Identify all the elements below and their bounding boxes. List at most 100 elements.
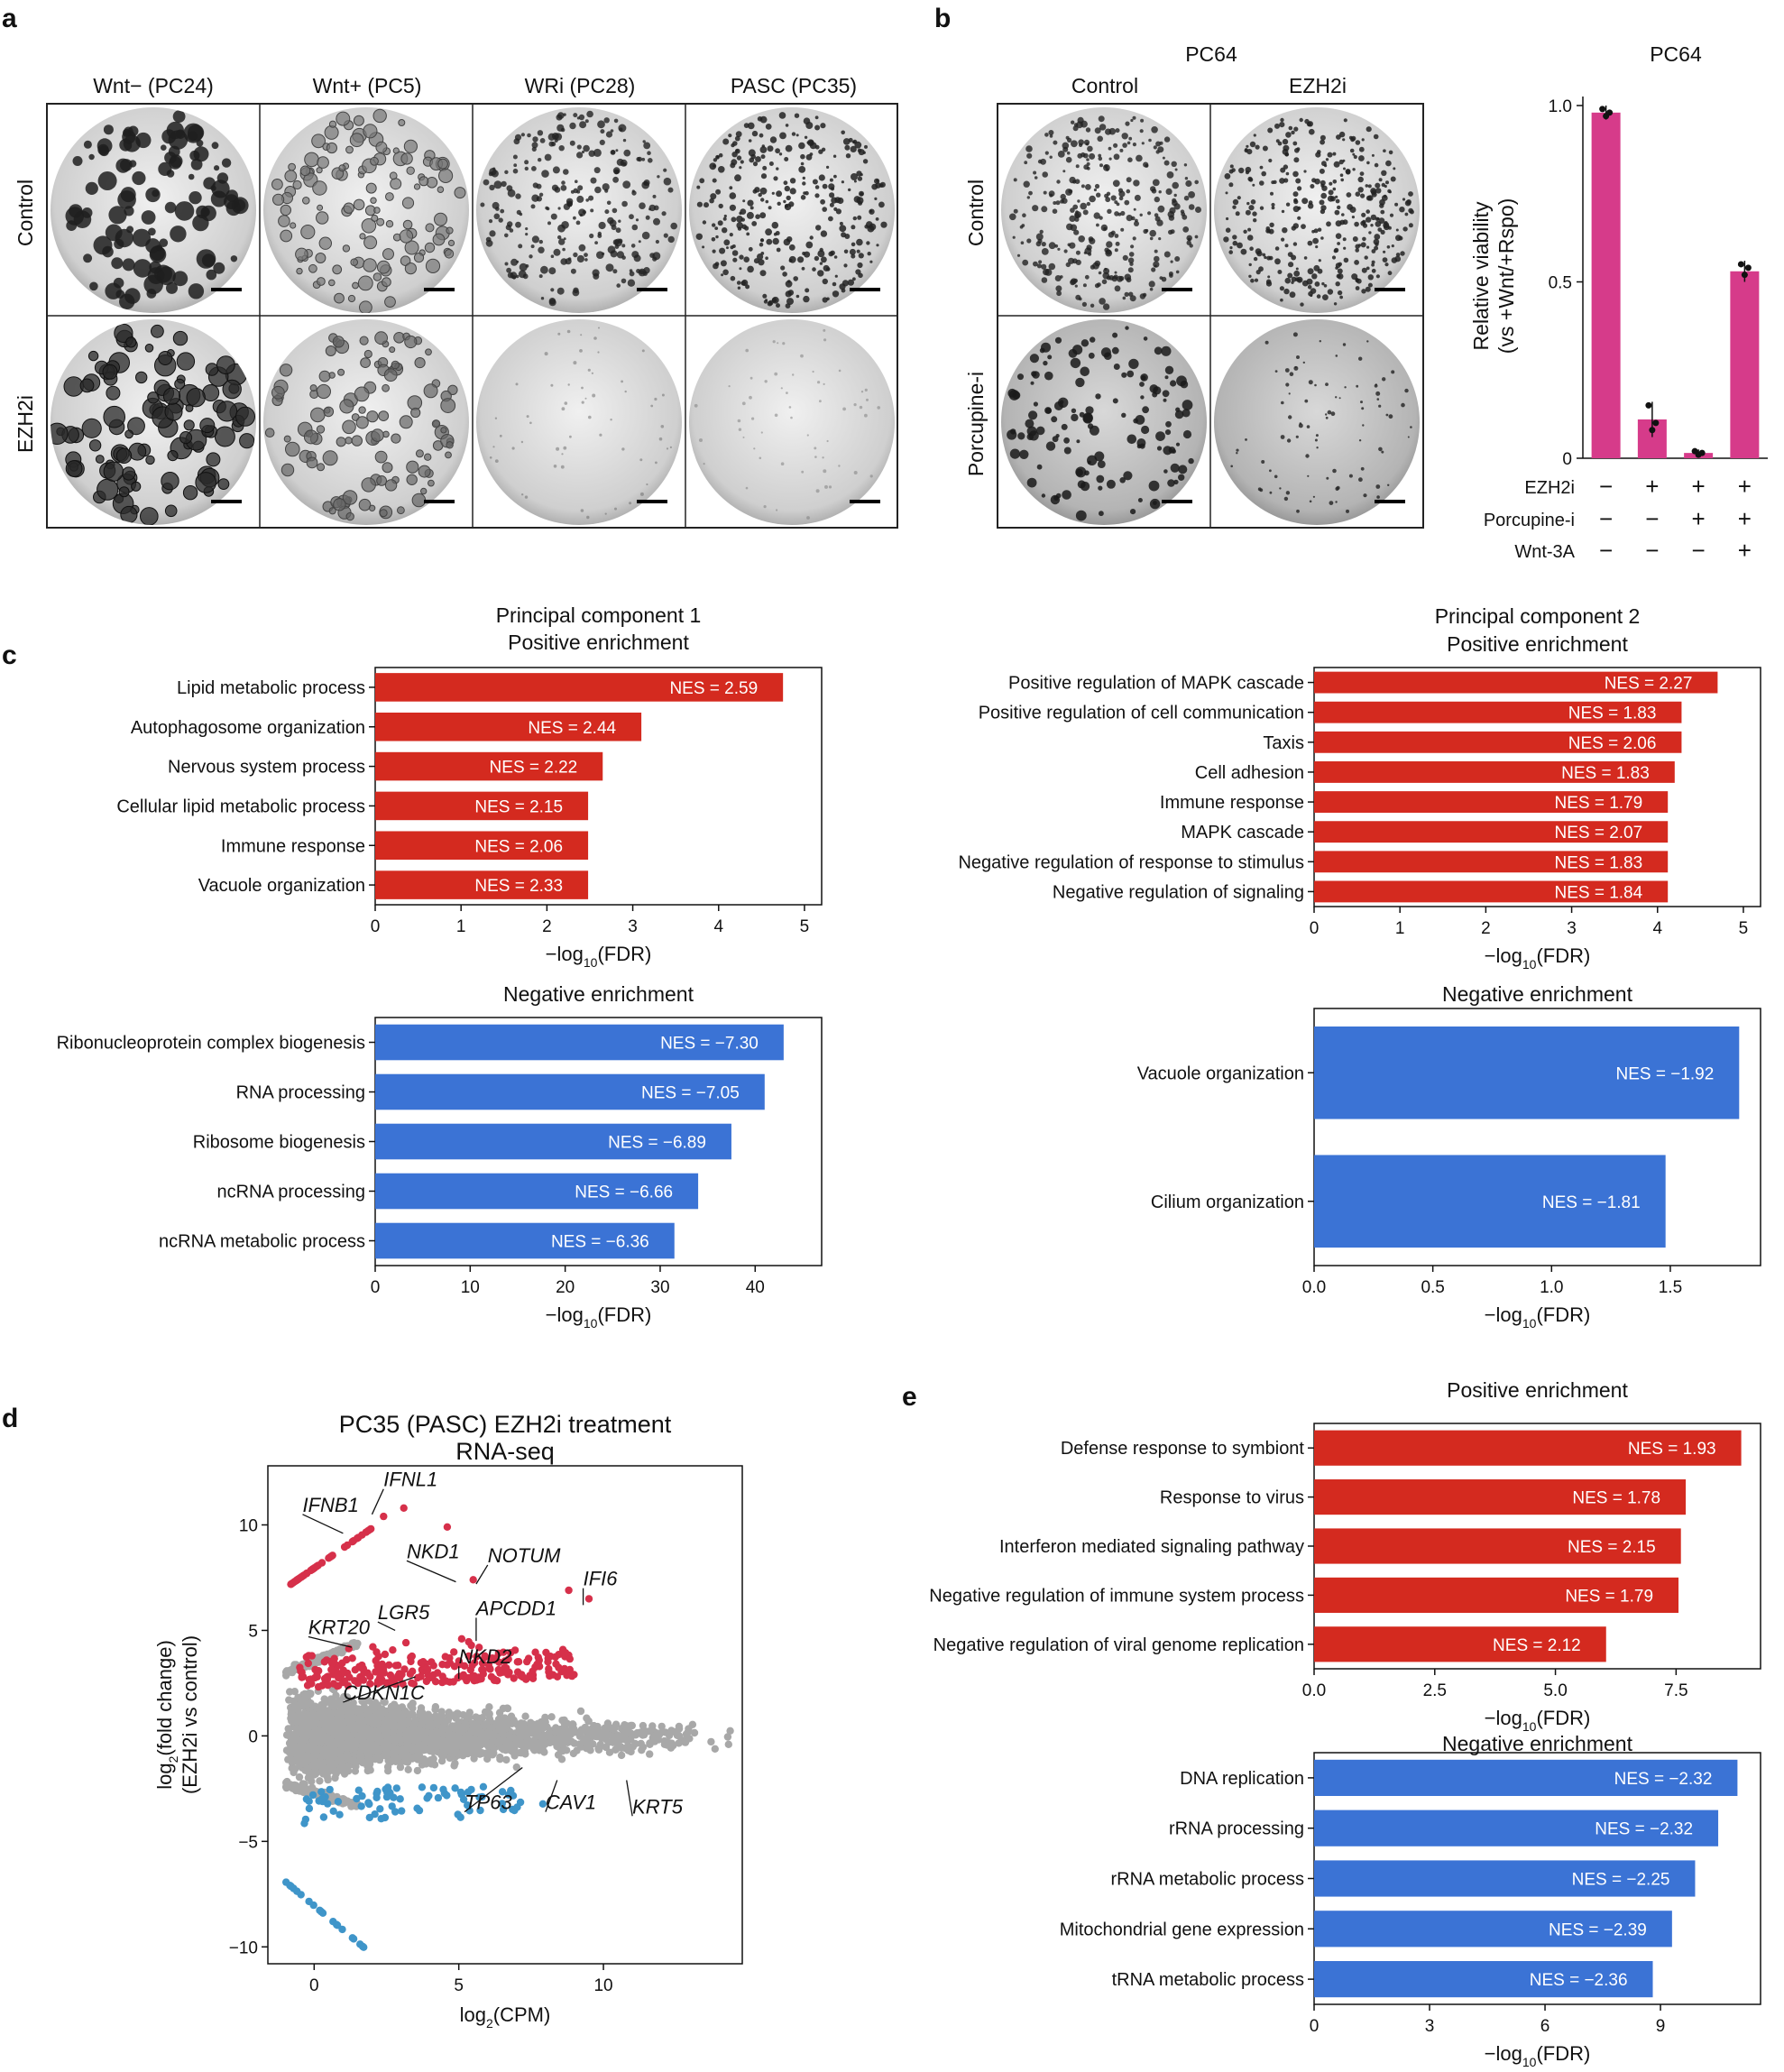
ma-point xyxy=(336,1811,343,1819)
viability-ytick-label: 0 xyxy=(1562,450,1572,469)
chart-xtick-label: 10 xyxy=(461,1278,480,1297)
ma-point xyxy=(310,1902,317,1909)
ma-point xyxy=(320,1813,327,1820)
ma-point xyxy=(384,1783,391,1791)
condition-symbol: + xyxy=(1692,473,1706,500)
ma-point xyxy=(326,1699,333,1706)
ma-point xyxy=(358,1532,365,1539)
gene-label: IFI6 xyxy=(584,1568,619,1590)
ma-point xyxy=(459,1748,466,1755)
ma-point xyxy=(438,1661,446,1668)
ma-point xyxy=(422,1758,429,1765)
panel-a-column-labels: Wnt− (PC24) Wnt+ (PC5) WRi (PC28) PASC (… xyxy=(93,74,857,97)
ma-point xyxy=(369,1644,376,1651)
category-label: Positive regulation of cell communicatio… xyxy=(979,704,1304,723)
chart-xtick-label: 4 xyxy=(713,917,723,936)
ma-point xyxy=(683,1730,690,1737)
chart-heading-2: Positive enrichment xyxy=(1447,632,1628,656)
nes-label: NES = −1.81 xyxy=(1542,1193,1641,1212)
viability-point xyxy=(1649,427,1655,433)
ma-point xyxy=(497,1737,504,1745)
ma-point xyxy=(500,1727,507,1734)
ma-point xyxy=(414,1767,421,1774)
ma-point xyxy=(572,1728,579,1736)
category-label: Autophagosome organization xyxy=(131,718,365,738)
gene-label: KRT5 xyxy=(632,1795,684,1818)
gene-label: IFNL1 xyxy=(383,1469,437,1491)
condition-label: EZH2i xyxy=(1524,478,1575,498)
ma-point xyxy=(318,1728,326,1736)
ma-point xyxy=(465,1638,473,1645)
ma-point xyxy=(307,1744,314,1751)
ma-point xyxy=(691,1729,698,1736)
chart-xtick-label: 0 xyxy=(1310,919,1320,938)
ma-point xyxy=(438,1753,446,1760)
condition-symbol: + xyxy=(1738,505,1752,532)
ma-point xyxy=(316,1907,323,1914)
ma-point xyxy=(438,1679,446,1686)
ma-point xyxy=(646,1750,653,1757)
ma-point xyxy=(409,1745,417,1752)
chart-xtick-label: 4 xyxy=(1652,919,1662,938)
category-label: Negative regulation of signaling xyxy=(1053,882,1304,902)
ma-point xyxy=(360,1665,367,1672)
ma-point xyxy=(387,1712,394,1719)
ma-point xyxy=(367,1743,374,1750)
ma-point xyxy=(438,1708,446,1715)
nes-label: NES = 2.59 xyxy=(669,679,758,698)
ma-point xyxy=(444,1524,451,1531)
category-label: MAPK cascade xyxy=(1181,823,1304,843)
ma-point xyxy=(559,1747,566,1754)
ma-point xyxy=(296,1663,303,1671)
ma-point xyxy=(373,1731,381,1738)
panel-b-row-control: Control xyxy=(964,180,988,246)
ma-point xyxy=(352,1666,359,1673)
ma-point xyxy=(561,1719,568,1727)
ma-point xyxy=(540,1732,547,1739)
category-label: tRNA metabolic process xyxy=(1112,1970,1304,1990)
ma-ytick-label: −10 xyxy=(229,1938,258,1957)
category-label: Immune response xyxy=(1160,793,1304,813)
ma-point xyxy=(335,1670,342,1677)
ma-point xyxy=(392,1745,400,1753)
panel-b-row-porcupine: Porcupine-i xyxy=(964,372,988,476)
ma-point xyxy=(299,1715,306,1722)
ma-point xyxy=(501,1714,508,1721)
category-label: Defense response to symbiont xyxy=(1061,1439,1305,1459)
ma-point xyxy=(329,1918,336,1925)
ma-point xyxy=(349,1934,356,1941)
ma-xtick-label: 0 xyxy=(309,1976,319,1995)
ma-point xyxy=(502,1668,510,1675)
ma-point xyxy=(409,1711,417,1718)
ma-point xyxy=(314,1673,321,1681)
viability-ylabel-1: Relative viability xyxy=(1469,201,1493,350)
ma-point xyxy=(399,1703,406,1710)
gene-label: NKD1 xyxy=(407,1540,460,1562)
category-label: Ribonucleoprotein complex biogenesis xyxy=(57,1034,365,1054)
ma-ylabel-1: log2(fold change) xyxy=(153,1640,180,1790)
condition-symbol: − xyxy=(1599,473,1613,500)
category-label: DNA replication xyxy=(1180,1769,1304,1789)
ma-point xyxy=(465,1714,473,1721)
ma-point xyxy=(319,1752,326,1759)
condition-label: Wnt-3A xyxy=(1514,542,1575,562)
ma-point xyxy=(353,1795,360,1802)
ma-point xyxy=(602,1730,610,1737)
ma-point xyxy=(570,1750,577,1757)
ma-point xyxy=(345,1673,353,1681)
viability-point xyxy=(1745,264,1752,271)
viability-title: PC64 xyxy=(1650,42,1702,66)
nes-label: NES = 1.83 xyxy=(1568,704,1657,723)
chart-heading: Negative enrichment xyxy=(1442,1732,1633,1755)
well-b-control-porcupine xyxy=(1001,319,1207,525)
ma-point xyxy=(593,1729,601,1736)
well-wnt-plus-ezh2i xyxy=(263,319,469,525)
panel-b-col-ezh2i: EZH2i xyxy=(1289,74,1347,97)
ma-point xyxy=(414,1755,421,1763)
ma-point xyxy=(297,1699,304,1707)
nes-label: NES = 2.15 xyxy=(474,797,563,816)
ma-point xyxy=(555,1663,562,1671)
ma-point xyxy=(633,1729,640,1736)
ma-point xyxy=(358,1802,365,1810)
